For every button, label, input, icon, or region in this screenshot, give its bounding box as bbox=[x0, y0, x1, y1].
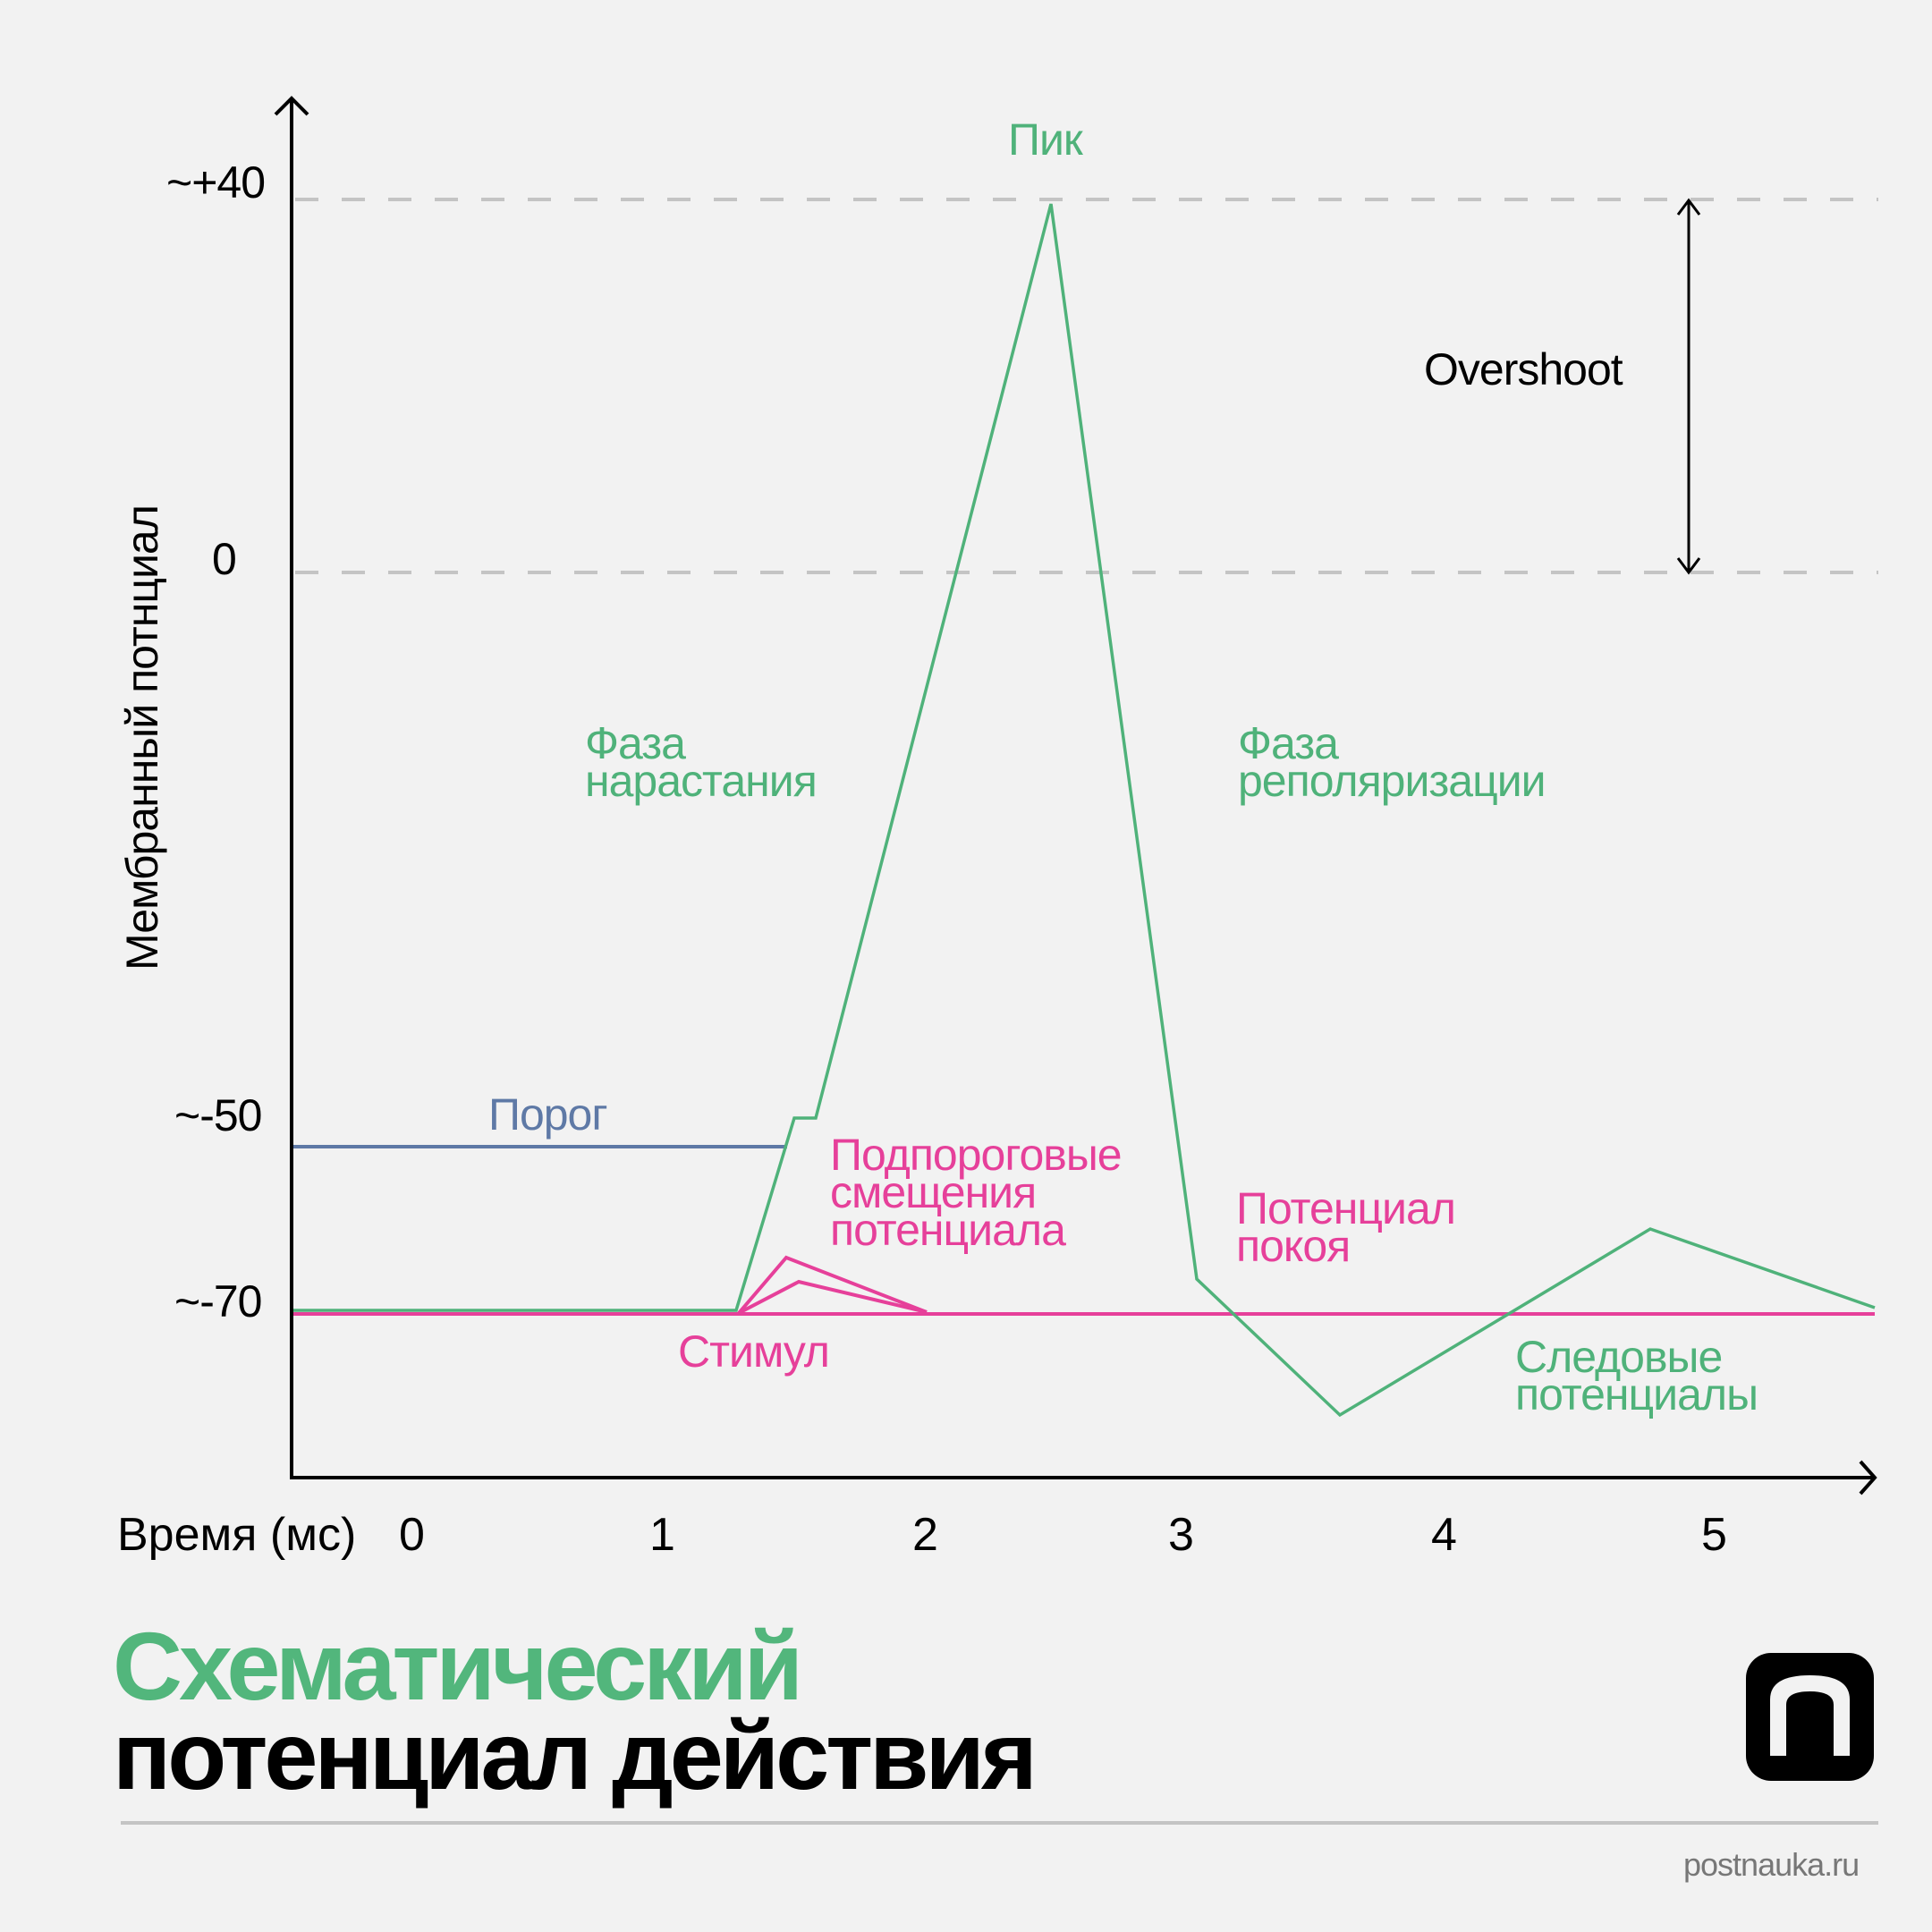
y-tick-minus70: ~-70 bbox=[174, 1276, 262, 1326]
y-tick-minus50: ~-50 bbox=[174, 1090, 262, 1140]
peak-label: Пик bbox=[1008, 114, 1083, 165]
rising-phase-label: Фаза нарастания bbox=[585, 718, 818, 806]
y-axis-title: Мембранный потнциал bbox=[117, 505, 167, 970]
subthreshold-bump-2 bbox=[738, 1279, 928, 1315]
x-tick-0: 0 bbox=[399, 1509, 425, 1561]
trace-line2: потенциалы bbox=[1515, 1369, 1758, 1419]
x-axis-title: Время (мс) bbox=[117, 1509, 357, 1561]
footer-divider bbox=[121, 1821, 1878, 1825]
overshoot-arrow-up-icon bbox=[1676, 198, 1701, 216]
repolarization-phase-label: Фаза реполяризации bbox=[1238, 718, 1546, 806]
trace-line1: Следовые bbox=[1515, 1332, 1723, 1382]
stimulus-label: Стимул bbox=[678, 1326, 830, 1377]
overshoot-label: Overshoot bbox=[1424, 344, 1623, 394]
rising-phase-line2: нарастания bbox=[585, 756, 818, 806]
x-tick-2: 2 bbox=[912, 1509, 938, 1561]
threshold-label: Порог bbox=[488, 1089, 608, 1140]
rising-phase-line1: Фаза bbox=[585, 718, 686, 768]
x-tick-4: 4 bbox=[1431, 1509, 1457, 1561]
resting-line1: Потенциал bbox=[1236, 1183, 1456, 1233]
title-line1: Схематический bbox=[113, 1612, 803, 1720]
title-line2: потенциал действия bbox=[113, 1701, 1038, 1809]
x-tick-1: 1 bbox=[649, 1509, 675, 1561]
subthreshold-line2: смещения bbox=[830, 1167, 1037, 1217]
footer-site: postnauka.ru bbox=[1683, 1846, 1860, 1883]
repolarization-line2: реполяризации bbox=[1238, 756, 1546, 806]
resting-potential-label: Потенциал покоя bbox=[1236, 1183, 1456, 1271]
trace-potentials-label: Следовые потенциалы bbox=[1515, 1332, 1758, 1419]
resting-line2: покоя bbox=[1236, 1221, 1351, 1271]
postnauka-logo-icon bbox=[1746, 1653, 1874, 1781]
repolarization-line1: Фаза bbox=[1238, 718, 1339, 768]
action-potential-line bbox=[293, 203, 1876, 1418]
subthreshold-line3: потенциала bbox=[830, 1205, 1066, 1255]
arch-icon bbox=[1770, 1675, 1850, 1756]
y-tick-zero: 0 bbox=[212, 534, 237, 584]
x-axis-arrow-icon bbox=[1859, 1460, 1877, 1496]
y-tick-plus40: ~+40 bbox=[166, 157, 266, 208]
x-tick-5: 5 bbox=[1701, 1509, 1727, 1561]
subthreshold-label: Подпороговые смещения потенциала bbox=[830, 1130, 1123, 1255]
x-tick-3: 3 bbox=[1168, 1509, 1194, 1561]
y-axis-arrow-icon bbox=[274, 96, 309, 116]
subthreshold-bump-1 bbox=[737, 1255, 928, 1315]
overshoot-arrow-down-icon bbox=[1676, 557, 1701, 575]
subthreshold-line1: Подпороговые bbox=[830, 1130, 1123, 1180]
